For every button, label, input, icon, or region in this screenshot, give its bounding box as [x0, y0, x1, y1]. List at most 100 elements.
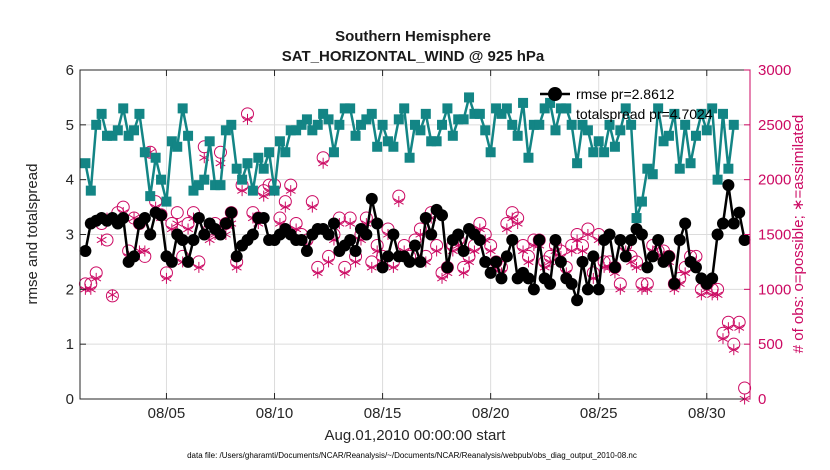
obs-assimilated-point [242, 113, 253, 125]
totalspread-point [177, 103, 188, 114]
obs-assimilated-point [696, 289, 707, 301]
y-axis-right-label: # of obs: o=possible; ∗=assimilated [790, 115, 807, 354]
rmse-point [414, 255, 427, 268]
rmse-point [646, 250, 659, 263]
obs-assimilated-point [485, 245, 496, 257]
rmse-point [587, 250, 600, 263]
rmse-point [490, 255, 503, 268]
totalspread-point [431, 136, 442, 147]
totalspread-point [307, 125, 318, 136]
totalspread-point [604, 119, 615, 130]
totalspread-point [253, 152, 264, 163]
x-axis-label: Aug.01,2010 00:00:00 start [325, 427, 507, 444]
rmse-point [182, 255, 195, 268]
rmse-point [679, 217, 692, 230]
totalspread-point [107, 130, 118, 141]
rmse-point [300, 244, 313, 257]
totalspread-point [96, 108, 107, 119]
totalspread-point [674, 163, 685, 174]
totalspread-point [118, 103, 129, 114]
rmse-point [165, 255, 178, 268]
totalspread-point [426, 136, 437, 147]
obs-assimilated-point [469, 245, 480, 257]
x-tick-label: 08/30 [688, 405, 726, 422]
rmse-point [652, 233, 665, 246]
rmse-point [441, 261, 454, 274]
totalspread-point [247, 185, 258, 196]
totalspread-point [685, 158, 696, 169]
obs-assimilated-point [161, 272, 172, 284]
rmse-point [225, 206, 238, 219]
totalspread-point [312, 119, 323, 130]
totalspread-point [393, 114, 404, 125]
totalspread-point [145, 191, 156, 202]
rmse-point [571, 294, 584, 307]
rmse-point [349, 244, 362, 257]
obs-assimilated-point [712, 289, 723, 301]
totalspread-point [372, 141, 383, 152]
y-right-tick-label: 2500 [758, 117, 791, 134]
totalspread-point [599, 147, 610, 158]
totalspread-point [566, 119, 577, 130]
totalspread-point [258, 163, 269, 174]
totalspread-point [723, 163, 734, 174]
rmse-point [576, 255, 589, 268]
x-tick-label: 08/05 [148, 405, 186, 422]
totalspread-point [464, 92, 475, 103]
totalspread-point [199, 174, 210, 185]
x-tick-label: 08/15 [364, 405, 402, 422]
y-left-tick-label: 5 [66, 117, 74, 134]
rmse-point [473, 233, 486, 246]
obs-assimilated-point [458, 267, 469, 279]
rmse-point [549, 233, 562, 246]
obs-assimilated-point [339, 267, 350, 279]
obs-assimilated-point [139, 245, 150, 257]
totalspread-point [215, 180, 226, 191]
totalspread-point [717, 108, 728, 119]
obs-assimilated-point [437, 272, 448, 284]
totalspread-point [156, 174, 167, 185]
totalspread-point [269, 185, 280, 196]
obs-assimilated-point [258, 190, 269, 202]
totalspread-point [291, 125, 302, 136]
totalspread-point [274, 136, 285, 147]
legend-label-totalspread: totalspread pr=4.7024 [576, 106, 713, 122]
totalspread-point [663, 130, 674, 141]
totalspread-point [642, 163, 653, 174]
obs-assimilated-point [96, 234, 107, 246]
rmse-point [608, 261, 621, 274]
rmse-point [533, 233, 546, 246]
totalspread-point [442, 103, 453, 114]
obs-assimilated-point [512, 218, 523, 230]
obs-assimilated-point [172, 218, 183, 230]
rmse-point [409, 239, 421, 252]
rmse-point [344, 233, 357, 246]
rmse-point [689, 261, 702, 274]
totalspread-point [507, 119, 518, 130]
rmse-point [187, 233, 200, 246]
data-file-footnote: data file: /Users/gharamti/Documents/NCA… [187, 451, 637, 460]
totalspread-point [437, 119, 448, 130]
totalspread-point [339, 103, 350, 114]
rmse-point [711, 228, 724, 241]
rmse-point [192, 212, 205, 225]
totalspread-point [377, 119, 388, 130]
rmse-point [581, 283, 594, 296]
rmse-point [387, 228, 400, 241]
series-layer [78, 92, 752, 405]
totalspread-point [210, 180, 221, 191]
rmse-point [452, 228, 465, 241]
totalspread-point [658, 136, 669, 147]
totalspread-point [231, 163, 242, 174]
rmse-point [419, 212, 432, 225]
totalspread-point [528, 119, 539, 130]
totalspread-point [545, 97, 556, 108]
rmse-point [522, 272, 535, 285]
obs-assimilated-point [285, 185, 296, 197]
x-tick-label: 08/25 [580, 405, 618, 422]
rmse-point [425, 228, 438, 241]
y-right-tick-label: 1500 [758, 227, 791, 244]
totalspread-point [355, 119, 366, 130]
totalspread-point [453, 114, 464, 125]
totalspread-point [193, 180, 204, 191]
